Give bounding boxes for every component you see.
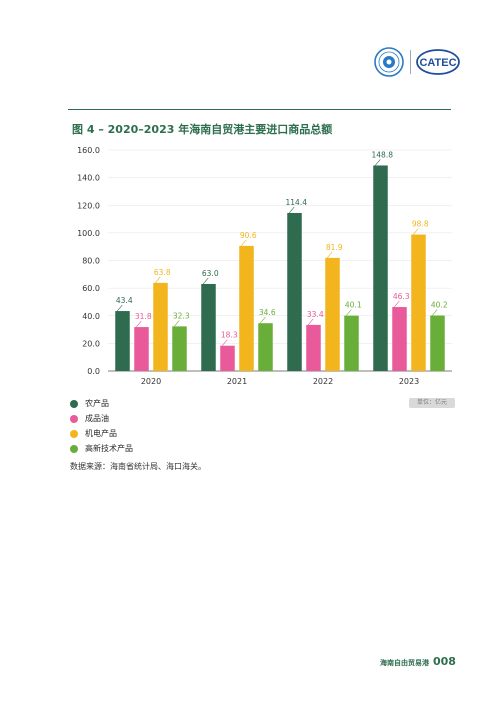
data-label-leader [432,309,438,316]
data-label: 81.9 [326,243,343,252]
data-label-leader [308,318,314,326]
data-label-leader [136,320,142,328]
legend-label: 农产品 [85,399,109,408]
bar [373,165,388,371]
page-footer: 海南自由贸易港 008 [380,655,456,668]
bar [220,345,235,371]
legend-label: 成品油 [85,414,109,423]
data-label-leader [174,320,180,327]
data-label: 90.6 [240,231,257,240]
data-label-leader [413,228,419,235]
legend-label: 机电产品 [85,429,117,438]
y-tick-label: 0.0 [87,367,100,376]
data-label-leader [117,304,123,312]
data-label-leader [241,239,247,247]
bar [344,315,359,371]
bar [392,307,407,371]
x-tick-label: 2022 [313,377,333,386]
legend-item-hitech: 高新技术产品 [70,441,133,456]
legend-swatch [70,444,78,453]
x-tick-label: 2021 [227,377,247,386]
y-tick-label: 80.0 [82,257,100,266]
page-number: 008 [433,655,456,668]
legend-item-oil: 成品油 [70,411,133,426]
emblem-logo-icon [374,47,404,77]
bar [172,326,187,371]
data-label-leader [346,309,352,316]
y-tick-label: 40.0 [82,312,100,321]
data-label: 33.4 [307,310,324,319]
y-tick-label: 60.0 [82,284,100,293]
data-label-leader [327,251,333,259]
data-label-leader [222,339,228,346]
bar [430,315,445,371]
data-label-leader [260,317,266,324]
legend-item-agri: 农产品 [70,396,133,411]
data-label: 43.4 [116,296,133,305]
y-tick-label: 120.0 [77,201,100,210]
legend-label: 高新技术产品 [85,444,133,453]
bar [134,327,149,371]
y-tick-label: 140.0 [77,174,100,183]
data-label-leader [155,276,161,284]
y-tick-label: 160.0 [77,146,100,155]
bar [153,282,168,371]
unit-badge: 单位：亿元 [409,398,455,408]
header-divider [68,109,451,110]
footer-title: 海南自由贸易港 [380,659,429,667]
data-label-leader [203,277,209,285]
data-label: 40.1 [345,301,362,310]
data-label: 98.8 [412,220,429,229]
bar [239,245,254,371]
legend-swatch [70,429,78,438]
header-logos: CATEC [372,44,462,80]
catec-logo-icon: CATEC [416,49,460,75]
bar-chart: 0.0 20.0 40.0 60.0 80.0 100.0 120.0 140.0 160.0 4… [77,146,452,386]
data-label-leader [394,300,400,308]
legend-item-electromech: 机电产品 [70,426,133,441]
data-label: 46.3 [393,292,410,301]
bar [325,257,340,371]
y-tick-label: 20.0 [82,339,100,348]
bar [411,234,426,371]
data-label: 32.3 [173,311,190,320]
data-label: 114.4 [286,198,308,207]
legend-swatch [70,399,78,408]
data-label: 18.3 [221,331,238,340]
y-tick-label: 100.0 [77,229,100,238]
bar [115,311,130,371]
data-label: 63.0 [202,269,219,278]
data-label: 148.8 [372,150,394,159]
source-note: 数据来源：海南省统计局、海口海关。 [70,462,206,471]
data-label: 31.8 [135,312,152,321]
bar [201,283,216,371]
data-label: 34.6 [259,308,276,317]
x-tick-label: 2020 [141,377,161,386]
data-label: 40.2 [431,300,448,309]
data-label-leader [375,159,381,166]
chart-title: 图 4 – 2020–2023 年海南自贸港主要进口商品总额 [72,123,333,136]
chart-legend: 农产品 成品油 机电产品 高新技术产品 [70,396,133,456]
catec-logo-text: CATEC [419,57,456,69]
bar [306,324,321,371]
data-label-leader [289,206,295,214]
bar [287,212,302,371]
legend-swatch [70,414,78,423]
bar [258,323,273,371]
x-tick-label: 2023 [399,377,419,386]
data-label: 63.8 [154,268,171,277]
